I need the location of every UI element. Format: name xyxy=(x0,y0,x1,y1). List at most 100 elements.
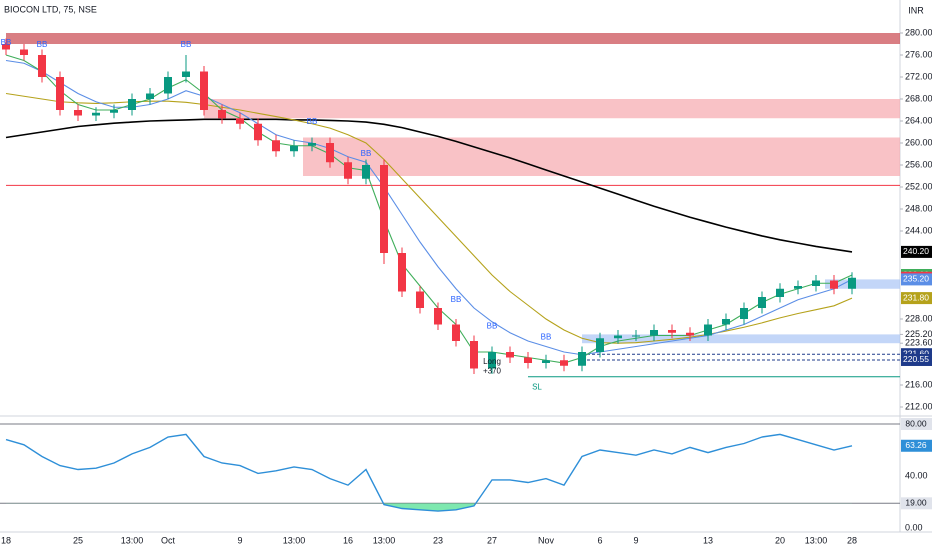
annotation: BB xyxy=(361,149,372,158)
candle-body xyxy=(722,319,730,325)
candle-body xyxy=(524,357,532,363)
candle-body xyxy=(218,110,226,119)
x-tick-label: 25 xyxy=(73,535,83,545)
candle-body xyxy=(344,162,352,179)
rsi-badge-label: 63.26 xyxy=(905,440,927,450)
y-tick-label: 244.00 xyxy=(905,225,932,235)
zone xyxy=(582,334,900,344)
candle-body xyxy=(632,335,640,337)
candle-body xyxy=(92,112,100,116)
x-tick-label: 27 xyxy=(487,535,497,545)
oversold-fill xyxy=(6,503,852,512)
rsi-tick-label: 0.00 xyxy=(905,522,923,532)
price-badge xyxy=(901,292,932,305)
candle-body xyxy=(236,118,244,124)
x-tick-label: 23 xyxy=(433,535,443,545)
candle-body xyxy=(290,145,298,152)
annotation: BB xyxy=(451,295,462,304)
x-tick-label: 20 xyxy=(775,535,785,545)
x-tick-label: 28 xyxy=(847,535,857,545)
annotation: BB xyxy=(541,332,552,341)
candle-body xyxy=(542,360,550,363)
candle-body xyxy=(848,277,856,289)
price-badge xyxy=(901,353,932,366)
candle-body xyxy=(668,330,676,333)
y-tick-label: 216.00 xyxy=(905,379,932,389)
rsi-line xyxy=(5,433,853,512)
x-tick-label: 13:00 xyxy=(283,535,306,545)
candle-body xyxy=(812,280,820,286)
candle-body xyxy=(596,338,604,352)
x-tick-label: 9 xyxy=(633,535,638,545)
rsi-tick-label: 40.00 xyxy=(905,470,928,480)
candle-body xyxy=(704,324,712,336)
candle-body xyxy=(74,110,82,116)
candle-body xyxy=(308,143,316,146)
chart-title: BIOCON LTD, 75, NSE xyxy=(4,4,97,14)
candle-body xyxy=(110,110,118,113)
candle-body xyxy=(686,332,694,336)
candle-body xyxy=(20,49,28,55)
candle-body xyxy=(182,71,190,77)
y-tick-label: 280.00 xyxy=(905,27,932,37)
annotation: BB xyxy=(487,321,498,330)
candle-body xyxy=(398,253,406,292)
candle-body xyxy=(776,288,784,297)
x-tick-label: Nov xyxy=(538,535,555,545)
y-tick-label: 260.00 xyxy=(905,137,932,147)
candle-body xyxy=(614,335,622,339)
candle-body xyxy=(560,360,568,366)
candle-body xyxy=(650,330,658,336)
annotation: BB xyxy=(37,40,48,49)
price-badge-label: 235.20 xyxy=(903,274,929,284)
ma-line xyxy=(5,118,853,253)
candle-body xyxy=(452,324,460,341)
candle-body xyxy=(578,352,586,366)
annotation: SL xyxy=(532,382,542,391)
y-tick-label: 212.00 xyxy=(905,401,932,411)
y-tick-label: 276.00 xyxy=(905,49,932,59)
x-tick-label: 16 xyxy=(343,535,353,545)
rsi-band-label: 80.00 xyxy=(905,418,927,428)
candle-body xyxy=(164,77,172,94)
y-tick-label: 248.00 xyxy=(905,203,932,213)
rsi-band-badge xyxy=(901,497,932,510)
price-badge-label: 231.80 xyxy=(903,292,929,302)
candle-body xyxy=(434,308,442,325)
candle-body xyxy=(2,44,10,50)
zone xyxy=(303,137,900,176)
zone xyxy=(204,99,900,119)
price-badge xyxy=(901,245,932,258)
candle-body xyxy=(488,352,496,369)
x-tick-label: 13 xyxy=(703,535,713,545)
y-tick-label: 256.00 xyxy=(905,159,932,169)
candle-body xyxy=(128,99,136,110)
y-tick-label: 228.00 xyxy=(905,313,932,323)
x-tick-label: 13:00 xyxy=(805,535,828,545)
y-tick-label: 272.00 xyxy=(905,71,932,81)
rsi-band-label: 19.00 xyxy=(905,498,927,508)
candle-body xyxy=(362,165,370,179)
candle-body xyxy=(200,71,208,110)
annotation: Long xyxy=(483,357,501,366)
x-tick-label: 13:00 xyxy=(373,535,396,545)
y-tick-label: 225.20 xyxy=(905,329,932,339)
y-tick-label: 268.00 xyxy=(905,93,932,103)
x-tick-label: 13:00 xyxy=(121,535,144,545)
candle-body xyxy=(326,143,334,163)
rsi-badge xyxy=(901,439,932,452)
candle-body xyxy=(416,291,424,308)
candle-body xyxy=(146,93,154,99)
candle-body xyxy=(380,165,388,253)
candle-body xyxy=(56,77,64,110)
candle-body xyxy=(470,341,478,369)
x-tick-label: 6 xyxy=(597,535,602,545)
y-tick-label: 252.00 xyxy=(905,181,932,191)
x-tick-label: 18 xyxy=(1,535,11,545)
price-badge-label: 221.60 xyxy=(903,348,929,358)
annotation: +370 xyxy=(483,366,502,375)
y-tick-label: 223.60 xyxy=(905,338,932,348)
candle-body xyxy=(830,280,838,289)
